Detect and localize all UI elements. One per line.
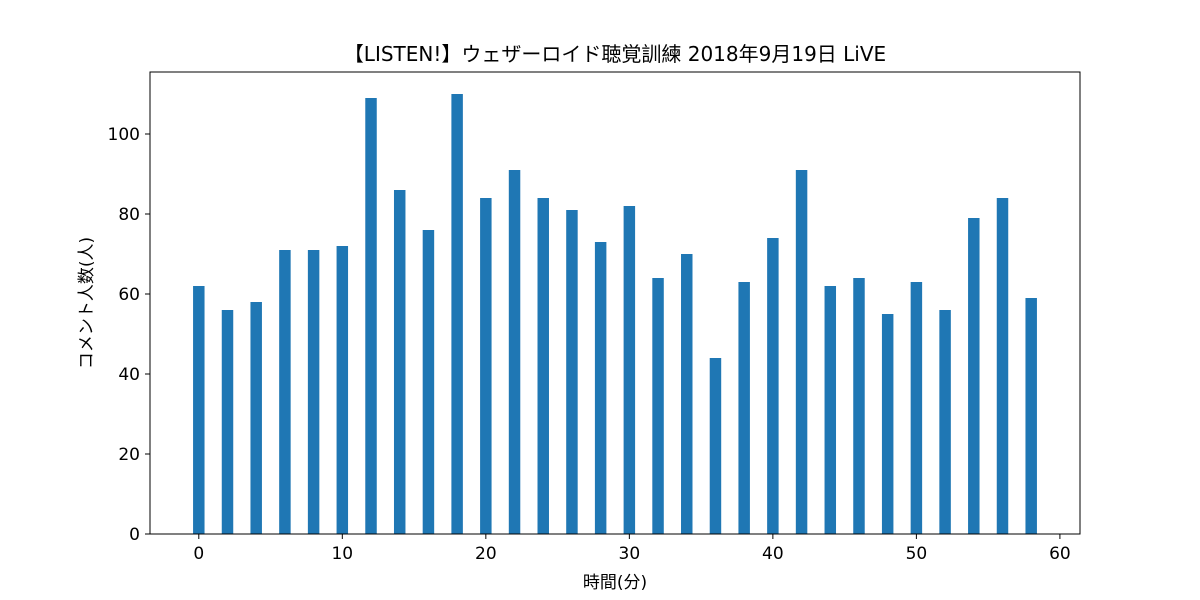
bar bbox=[1025, 298, 1037, 534]
bar bbox=[365, 98, 377, 534]
bar bbox=[795, 170, 808, 534]
y-tick-label: 60 bbox=[118, 285, 140, 305]
bar bbox=[422, 230, 435, 534]
bar bbox=[279, 250, 291, 534]
bar bbox=[336, 246, 349, 534]
bar bbox=[681, 254, 693, 534]
bar bbox=[853, 278, 865, 534]
bar bbox=[221, 310, 234, 534]
bar bbox=[709, 358, 722, 534]
bar bbox=[910, 282, 923, 534]
x-tick-label: 50 bbox=[906, 544, 928, 564]
bar bbox=[193, 286, 205, 534]
bar bbox=[939, 310, 951, 534]
bar bbox=[307, 250, 320, 534]
bar bbox=[594, 242, 607, 534]
y-tick-label: 80 bbox=[118, 205, 140, 225]
x-tick-label: 60 bbox=[1049, 544, 1071, 564]
bar bbox=[566, 210, 578, 534]
bar bbox=[250, 302, 262, 534]
chart-title: 【LISTEN!】ウェザーロイド聴覚訓練 2018年9月19日 LiVE bbox=[344, 42, 886, 66]
bar bbox=[393, 190, 406, 534]
x-axis: 0 10 20 30 40 50 60 bbox=[193, 534, 1071, 564]
bar bbox=[652, 278, 664, 534]
y-axis-label: コメント人数(人) bbox=[77, 237, 97, 369]
plot-frame bbox=[149, 71, 1081, 535]
bar bbox=[738, 282, 750, 534]
bar bbox=[537, 198, 549, 534]
y-tick-label: 0 bbox=[129, 525, 140, 545]
x-tick-label: 40 bbox=[762, 544, 784, 564]
x-tick-label: 10 bbox=[331, 544, 353, 564]
bar bbox=[480, 198, 492, 534]
y-axis: 0 20 40 60 80 100 bbox=[108, 125, 150, 545]
bars-group bbox=[193, 94, 1037, 534]
y-tick-label: 100 bbox=[108, 125, 140, 145]
bar bbox=[508, 170, 521, 534]
bar bbox=[451, 94, 463, 534]
bar bbox=[881, 314, 894, 534]
bar bbox=[767, 238, 779, 534]
bar bbox=[968, 218, 980, 534]
x-tick-label: 30 bbox=[619, 544, 641, 564]
bar bbox=[996, 198, 1009, 534]
x-tick-label: 0 bbox=[193, 544, 204, 564]
y-tick-label: 40 bbox=[118, 365, 140, 385]
bar bbox=[824, 286, 837, 534]
y-tick-label: 20 bbox=[118, 445, 140, 465]
x-axis-label: 時間(分) bbox=[583, 573, 647, 593]
x-tick-label: 20 bbox=[475, 544, 497, 564]
bar bbox=[623, 206, 636, 534]
